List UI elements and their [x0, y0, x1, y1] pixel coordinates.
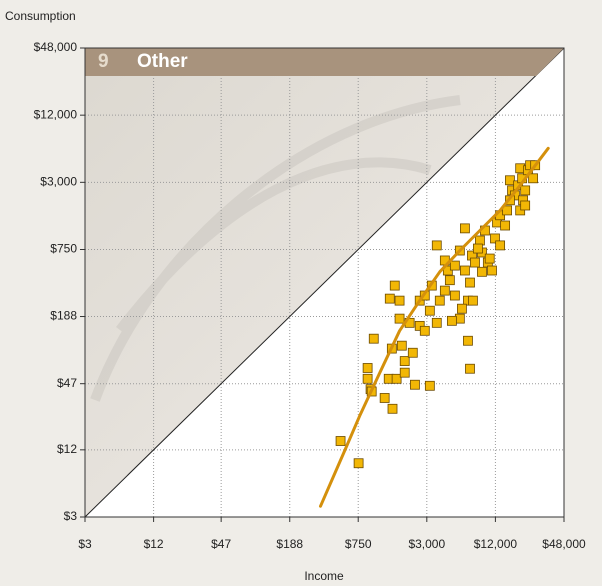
- data-point: [407, 347, 418, 358]
- data-point: [414, 320, 425, 331]
- x-tick-label: $3,000: [408, 537, 445, 551]
- data-point: [419, 325, 430, 336]
- data-point: [353, 458, 364, 469]
- data-point: [424, 380, 435, 391]
- data-point: [487, 265, 497, 276]
- x-tick-label: $47: [211, 537, 231, 551]
- background-glasses: [90, 95, 461, 402]
- x-axis-label: Income: [304, 569, 344, 583]
- x-tick-label: $3: [78, 537, 92, 551]
- trend-line: [319, 146, 550, 508]
- data-point: [477, 266, 487, 277]
- banner: [85, 48, 564, 76]
- plot-frame: [84, 47, 565, 518]
- data-point: [520, 185, 531, 196]
- y-tick-label: $12: [57, 442, 77, 456]
- data-point: [394, 295, 405, 306]
- data-point: [449, 260, 460, 271]
- y-tick-label: $47: [57, 376, 77, 390]
- x-tick-label: $48,000: [542, 537, 586, 551]
- data-point: [431, 317, 442, 328]
- data-point: [335, 436, 346, 446]
- x-tick-label: $750: [345, 537, 372, 551]
- data-point: [399, 356, 410, 366]
- data-point: [439, 285, 450, 296]
- diagonal: [84, 47, 565, 518]
- data-point: [449, 290, 460, 301]
- data-point: [468, 295, 478, 306]
- data-point: [368, 333, 379, 344]
- data-point: [391, 373, 402, 384]
- data-point: [460, 265, 470, 276]
- data-point: [473, 243, 483, 254]
- data-point: [528, 173, 538, 184]
- data-point: [490, 233, 500, 244]
- data-point: [387, 403, 398, 414]
- data-point: [505, 175, 515, 186]
- y-tick-label: $3: [64, 509, 78, 523]
- data-point: [463, 335, 473, 346]
- data-point: [520, 200, 531, 211]
- x-tick-label: $12,000: [474, 537, 518, 551]
- panel-title: Other: [137, 51, 188, 72]
- data-point: [424, 305, 435, 316]
- data-point: [457, 303, 467, 314]
- data-point: [446, 315, 457, 326]
- x-tick-label: $188: [276, 537, 303, 551]
- data-point: [515, 205, 526, 216]
- data-point: [465, 277, 475, 288]
- data-point: [500, 220, 511, 231]
- panel-number: 9: [98, 51, 109, 72]
- data-point: [484, 253, 495, 264]
- data-point: [379, 393, 390, 403]
- data-point: [442, 265, 453, 276]
- y-tick-label: $12,000: [34, 107, 78, 121]
- data-point: [431, 240, 442, 251]
- data-point: [410, 379, 420, 390]
- y-tick-label: $48,000: [34, 40, 78, 54]
- data-point: [399, 367, 410, 378]
- data-point: [495, 240, 506, 251]
- data-point: [470, 257, 480, 268]
- data-point: [389, 280, 400, 291]
- data-point: [502, 205, 513, 216]
- data-point: [394, 313, 405, 324]
- data-point: [362, 363, 373, 373]
- data-point: [434, 295, 445, 306]
- y-tick-label: $188: [50, 309, 77, 323]
- data-point: [444, 275, 455, 286]
- data-point: [384, 293, 395, 304]
- y-tick-label: $3,000: [40, 175, 77, 189]
- data-point: [362, 373, 373, 384]
- data-point: [396, 340, 407, 351]
- y-axis-label: Consumption: [5, 9, 76, 23]
- data-point: [460, 223, 470, 234]
- data-point: [465, 363, 475, 374]
- x-tick-label: $12: [144, 537, 164, 551]
- y-tick-label: $750: [50, 242, 77, 256]
